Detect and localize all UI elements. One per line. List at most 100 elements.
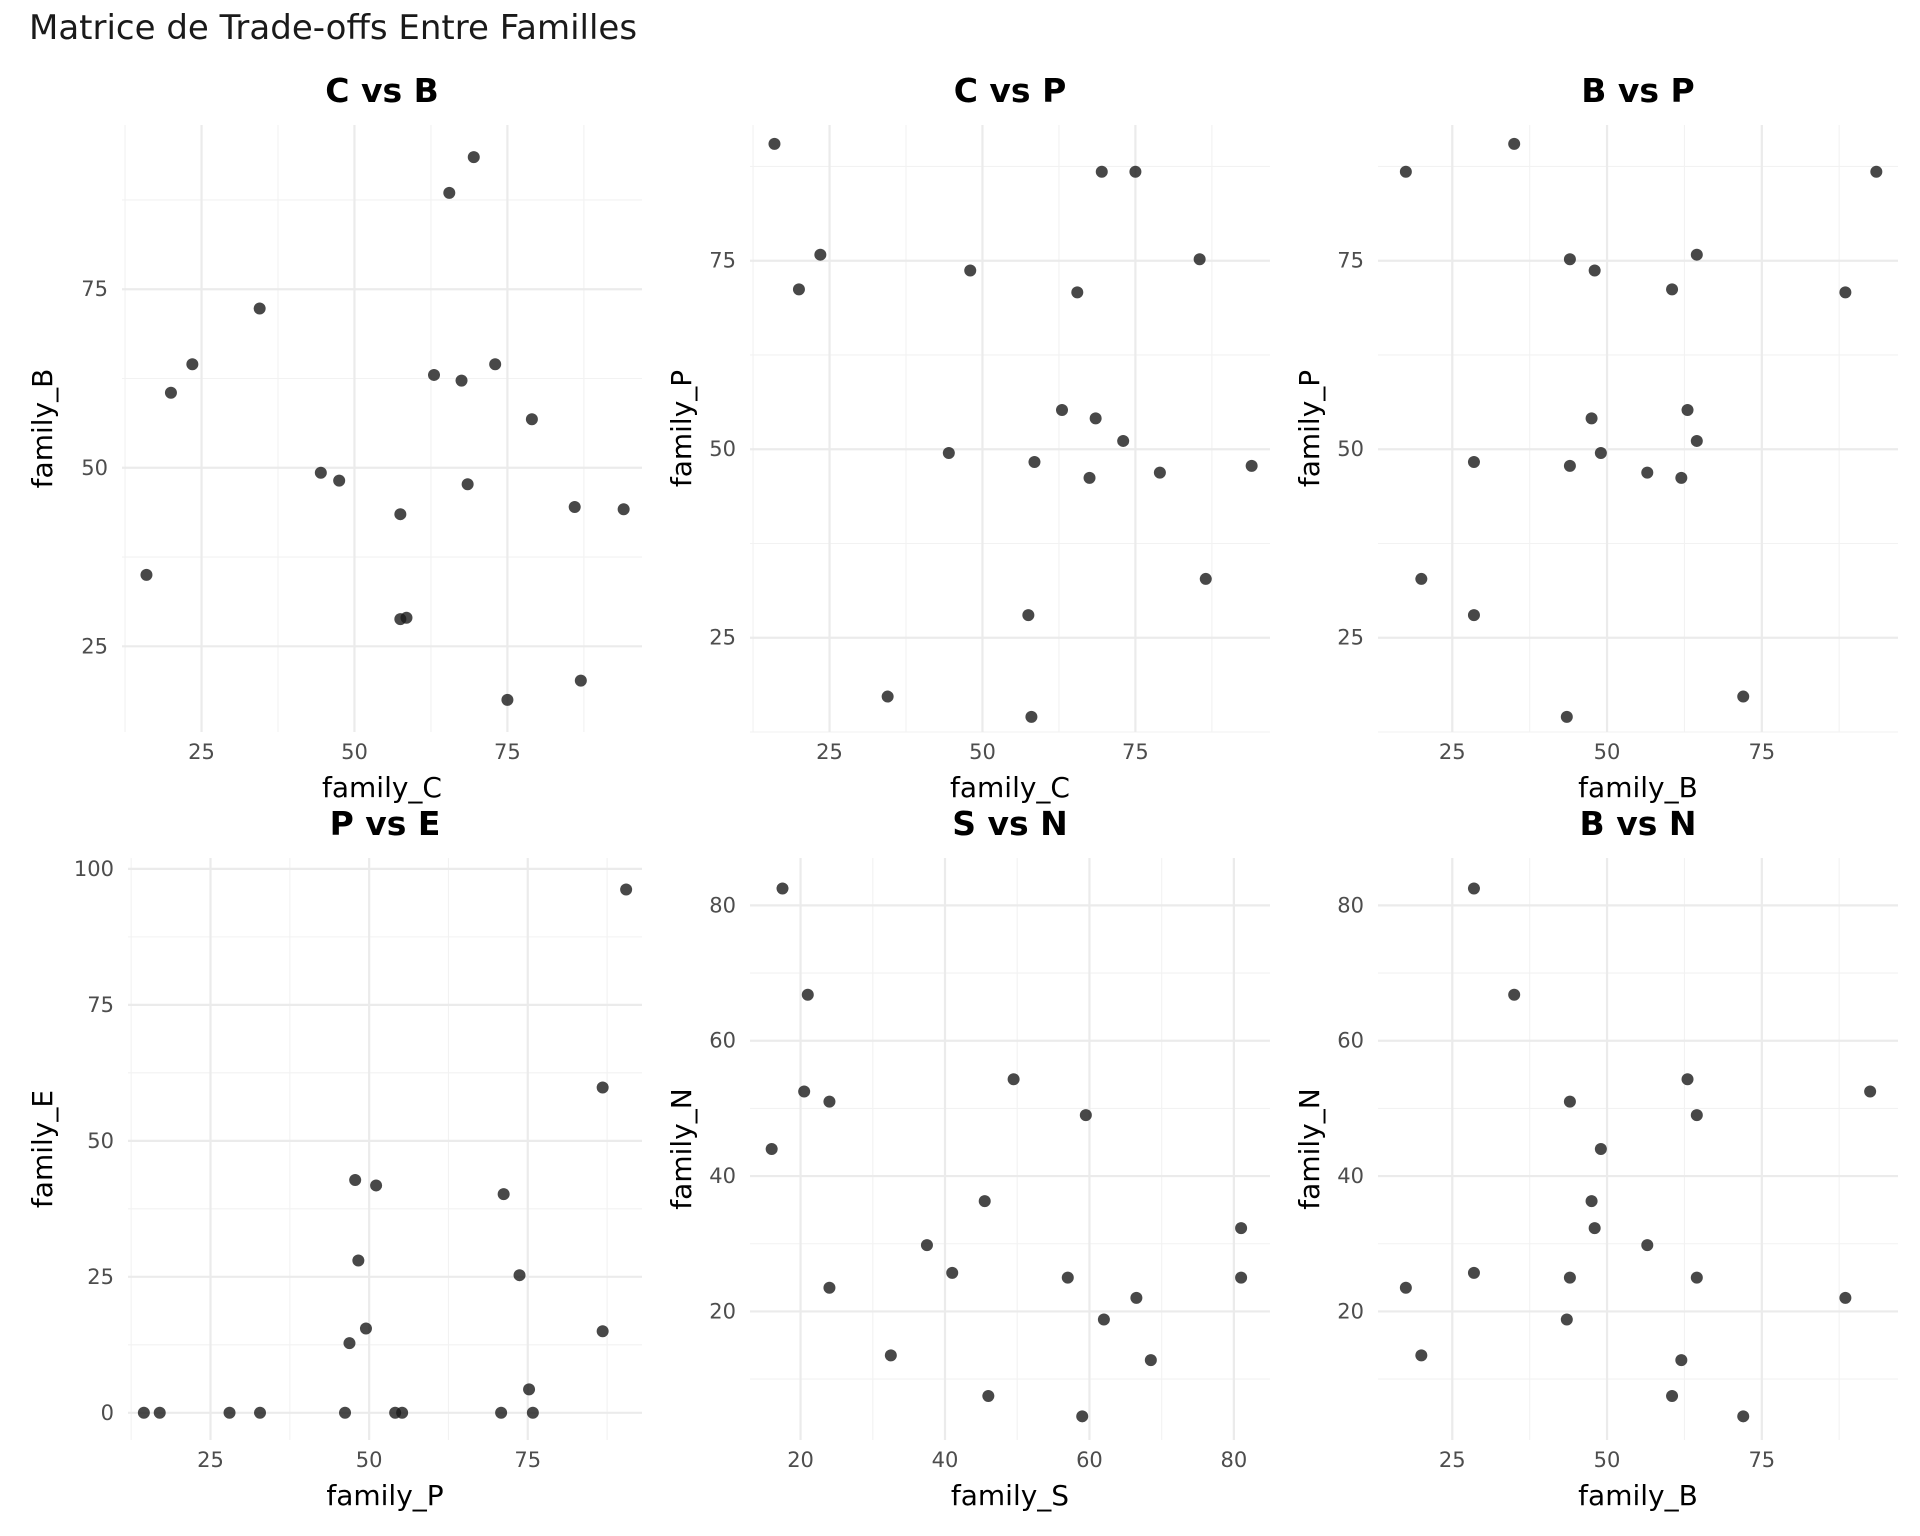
data-point	[1028, 456, 1041, 469]
data-point	[495, 1406, 508, 1419]
data-point	[823, 1095, 836, 1108]
data-point	[620, 883, 633, 896]
data-point	[946, 1266, 959, 1279]
data-point	[153, 1406, 166, 1419]
data-point	[574, 674, 587, 687]
x-tick-label: 25	[816, 740, 843, 764]
data-point	[394, 508, 407, 521]
data-point	[1193, 253, 1206, 266]
data-point	[370, 1179, 383, 1192]
x-axis-title: family_P	[326, 1479, 443, 1512]
data-point	[164, 386, 177, 399]
y-axis-title: family_B	[26, 369, 59, 489]
data-point	[461, 478, 474, 491]
data-point	[1737, 690, 1750, 703]
data-point	[1056, 404, 1068, 417]
data-point	[186, 358, 199, 371]
data-point	[1690, 1271, 1703, 1284]
data-point	[253, 1406, 266, 1419]
data-point	[765, 1143, 778, 1155]
data-point	[1153, 466, 1166, 479]
y-axis-title: family_P	[665, 370, 698, 487]
data-point	[253, 302, 266, 315]
data-point	[1415, 1349, 1428, 1362]
y-tick-label: 20	[709, 1299, 736, 1323]
x-tick-label: 60	[1076, 1448, 1103, 1472]
panel-title: B vs N	[1580, 804, 1697, 843]
y-tick-label: 25	[81, 634, 108, 658]
data-point	[881, 690, 894, 703]
y-axis-title: family_E	[26, 1090, 59, 1208]
data-point	[823, 1281, 836, 1294]
data-point	[1737, 1410, 1750, 1423]
x-tick-label: 50	[356, 1448, 383, 1472]
data-point	[1235, 1222, 1248, 1235]
y-tick-label: 60	[709, 1029, 736, 1053]
data-point	[1399, 165, 1412, 178]
panel-title: C vs B	[325, 71, 439, 110]
data-point	[884, 1349, 897, 1362]
data-point	[339, 1406, 352, 1419]
data-point	[1079, 1109, 1092, 1122]
data-point	[1025, 710, 1038, 723]
data-point	[223, 1406, 236, 1419]
x-tick-label: 50	[341, 740, 368, 764]
data-point	[1675, 471, 1688, 484]
data-point	[776, 882, 789, 895]
data-point	[349, 1174, 362, 1187]
data-point	[1199, 572, 1212, 585]
x-tick-label: 20	[787, 1448, 814, 1472]
y-tick-label: 75	[87, 993, 114, 1017]
data-point	[768, 137, 781, 150]
data-point	[400, 611, 413, 624]
x-tick-label: 50	[1594, 1448, 1621, 1472]
data-point	[1681, 1073, 1694, 1086]
data-point	[964, 264, 977, 277]
x-tick-label: 25	[1439, 1448, 1466, 1472]
y-tick-label: 20	[1337, 1299, 1364, 1323]
panel-title: S vs N	[952, 804, 1068, 843]
x-axis-title: family_B	[1578, 771, 1698, 804]
y-tick-label: 50	[81, 456, 108, 480]
data-point	[596, 1081, 609, 1094]
data-point	[1675, 1354, 1688, 1367]
data-point	[1076, 1410, 1089, 1423]
data-point	[1130, 1291, 1143, 1304]
data-point	[1089, 412, 1102, 425]
x-tick-label: 75	[494, 740, 521, 764]
x-tick-label: 80	[1221, 1448, 1248, 1472]
x-tick-label: 75	[1748, 740, 1775, 764]
y-tick-label: 80	[1337, 893, 1364, 917]
data-point	[333, 474, 346, 487]
data-point	[1585, 412, 1598, 425]
panel-5: 20 40 60 80 20 40 60 80 S vs N family_S family_N	[665, 804, 1270, 1512]
x-tick-label: 50	[969, 740, 996, 764]
data-point	[920, 1239, 933, 1252]
data-point	[1666, 283, 1679, 296]
data-point	[352, 1254, 365, 1267]
x-tick-label: 75	[514, 1448, 541, 1472]
x-tick-label: 75	[1122, 740, 1149, 764]
x-tick-label: 25	[188, 740, 215, 764]
y-tick-label: 40	[1337, 1164, 1364, 1188]
data-point	[455, 374, 468, 387]
data-point	[137, 1406, 150, 1419]
data-point	[1129, 165, 1142, 178]
data-point	[1690, 434, 1703, 447]
x-axis-title: family_S	[951, 1479, 1069, 1512]
y-tick-label: 75	[709, 249, 736, 273]
data-point	[1641, 1239, 1654, 1252]
y-tick-label: 100	[74, 857, 114, 881]
panel-1: 25 50 75 25 50 75 C vs B family_C family_B	[26, 71, 642, 804]
data-point	[443, 186, 456, 199]
data-point	[1467, 882, 1480, 895]
data-point	[1061, 1271, 1074, 1284]
data-point	[1563, 253, 1576, 266]
data-point	[792, 283, 805, 296]
data-point	[489, 358, 502, 371]
y-axis-title: family_N	[665, 1088, 698, 1209]
data-point	[1666, 1390, 1679, 1403]
data-point	[1508, 988, 1521, 1001]
x-axis-title: family_C	[950, 771, 1070, 804]
